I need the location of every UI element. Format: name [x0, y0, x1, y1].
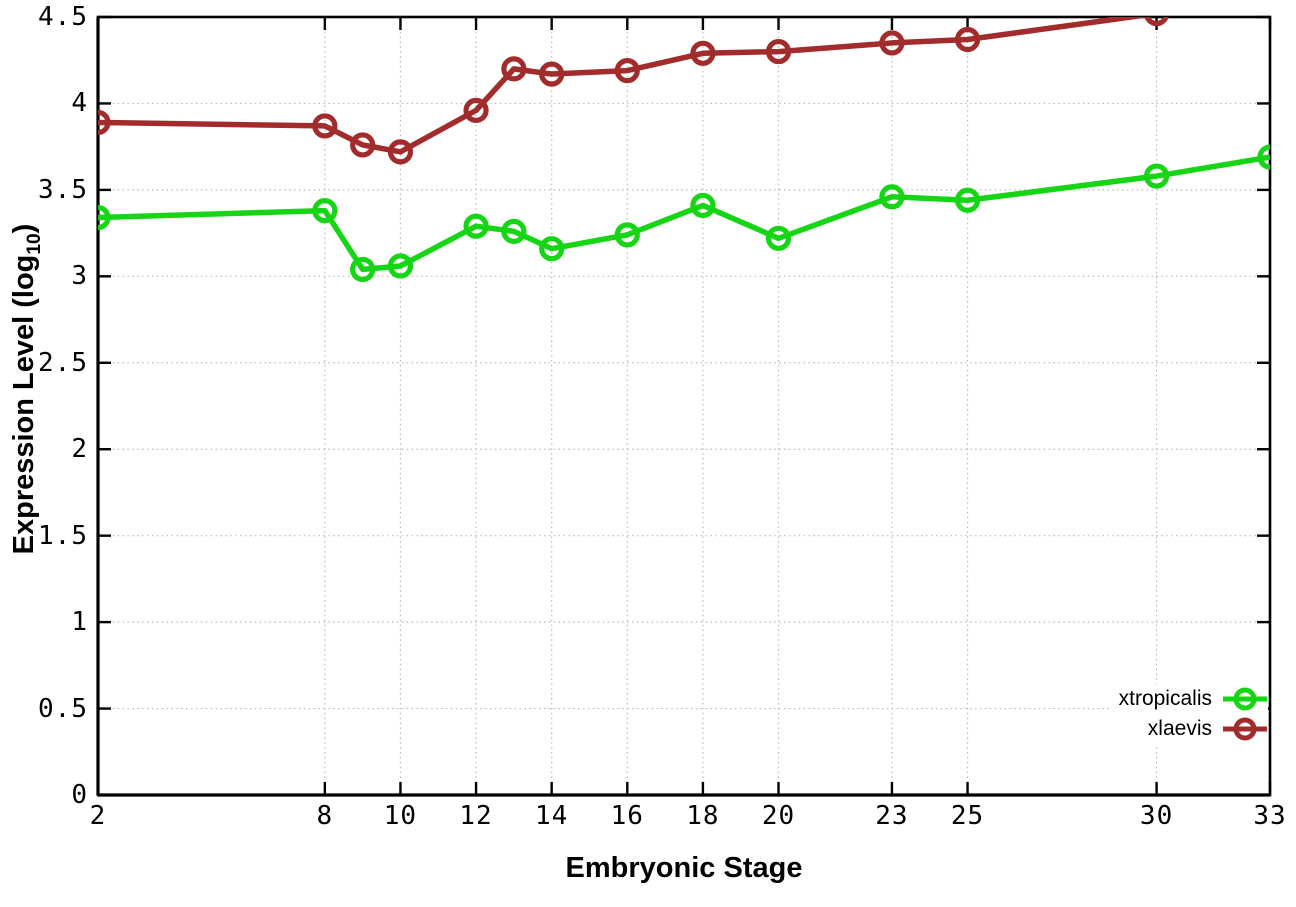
data-point-xtropicalis-20 — [765, 225, 792, 251]
x-tick-label-33: 33 — [1253, 801, 1287, 831]
y-axis-title-suffix: ) — [8, 223, 40, 234]
x-tick-label-30: 30 — [1139, 801, 1174, 831]
data-point-xtropicalis-8 — [312, 198, 338, 224]
data-point-xtropicalis-18 — [690, 192, 716, 219]
legend-marker-xlaevis — [1223, 717, 1267, 741]
x-axis-title: Embryonic Stage — [565, 852, 803, 884]
x-tick-label-2: 2 — [89, 801, 107, 831]
data-point-xlaevis-14 — [539, 61, 565, 87]
y-axis-title-text: Expression Level (log — [8, 254, 40, 555]
y-tick-label-2: 2 — [71, 434, 88, 465]
legend-marker-xtropicalis — [1223, 687, 1267, 711]
data-point-xtropicalis-2 — [98, 204, 111, 231]
data-point-xlaevis-25 — [954, 26, 981, 53]
x-tick-label-16: 16 — [610, 801, 644, 831]
y-tick-label-4: 4 — [71, 88, 88, 119]
data-point-xlaevis-16 — [614, 57, 640, 84]
data-point-xtropicalis-12 — [463, 213, 489, 239]
y-tick-label-3.5: 3.5 — [38, 174, 88, 205]
x-tick-label-23: 23 — [875, 801, 909, 831]
data-point-xlaevis-9 — [350, 132, 376, 158]
y-tick-label-1.5: 1.5 — [38, 520, 88, 551]
y-tick-label-2.5: 2.5 — [38, 347, 88, 378]
data-point-xlaevis-33 — [1260, 0, 1280, 13]
x-tick-label-14: 14 — [535, 801, 569, 831]
legend-label-xlaevis: xlaevis — [1147, 717, 1212, 740]
data-point-xtropicalis-25 — [954, 187, 981, 213]
y-tick-label-1: 1 — [71, 607, 88, 638]
y-tick-label-3: 3 — [71, 261, 88, 292]
data-point-xtropicalis-10 — [387, 253, 414, 279]
data-point-xlaevis-13 — [501, 56, 527, 82]
data-point-xlaevis-12 — [463, 97, 489, 123]
data-point-xlaevis-30 — [1144, 17, 1169, 27]
data-point-xtropicalis-9 — [350, 256, 376, 283]
data-point-xtropicalis-13 — [501, 218, 527, 244]
x-tick-label-25: 25 — [950, 801, 985, 831]
y-tick-label-0: 0 — [71, 780, 88, 810]
x-tick-label-18: 18 — [686, 801, 720, 831]
y-axis-title: Expression Level (log10) — [1, 89, 47, 689]
data-point-xlaevis-10 — [387, 139, 414, 165]
data-point-xlaevis-20 — [765, 38, 792, 65]
y-axis-title-subscript: 10 — [23, 233, 45, 255]
data-point-xtropicalis-14 — [539, 236, 565, 262]
data-point-xlaevis-8 — [312, 113, 338, 139]
data-point-xtropicalis-16 — [614, 222, 640, 248]
x-tick-label-12: 12 — [459, 801, 493, 831]
data-point-xlaevis-23 — [879, 30, 905, 56]
legend: xtropicalis xlaevis — [1108, 684, 1268, 744]
y-tick-label-0.5: 0.5 — [38, 693, 88, 724]
x-tick-label-20: 20 — [761, 801, 796, 831]
data-point-xtropicalis-23 — [879, 184, 905, 210]
x-tick-label-10: 10 — [383, 801, 418, 831]
series-line-xlaevis — [98, 17, 1152, 155]
legend-item-xlaevis: xlaevis — [1148, 714, 1268, 744]
data-point-xlaevis-18 — [690, 40, 716, 66]
y-tick-label-4.5: 4.5 — [38, 2, 88, 32]
legend-label-xtropicalis: xtropicalis — [1118, 687, 1212, 710]
data-point-xtropicalis-33 — [1257, 144, 1270, 170]
legend-item-xtropicalis: xtropicalis — [1119, 684, 1268, 714]
x-tick-label-8: 8 — [316, 801, 334, 831]
data-point-xtropicalis-30 — [1143, 163, 1170, 189]
data-point-xlaevis-2 — [98, 109, 111, 136]
series-line-xtropicalis — [98, 154, 1270, 273]
